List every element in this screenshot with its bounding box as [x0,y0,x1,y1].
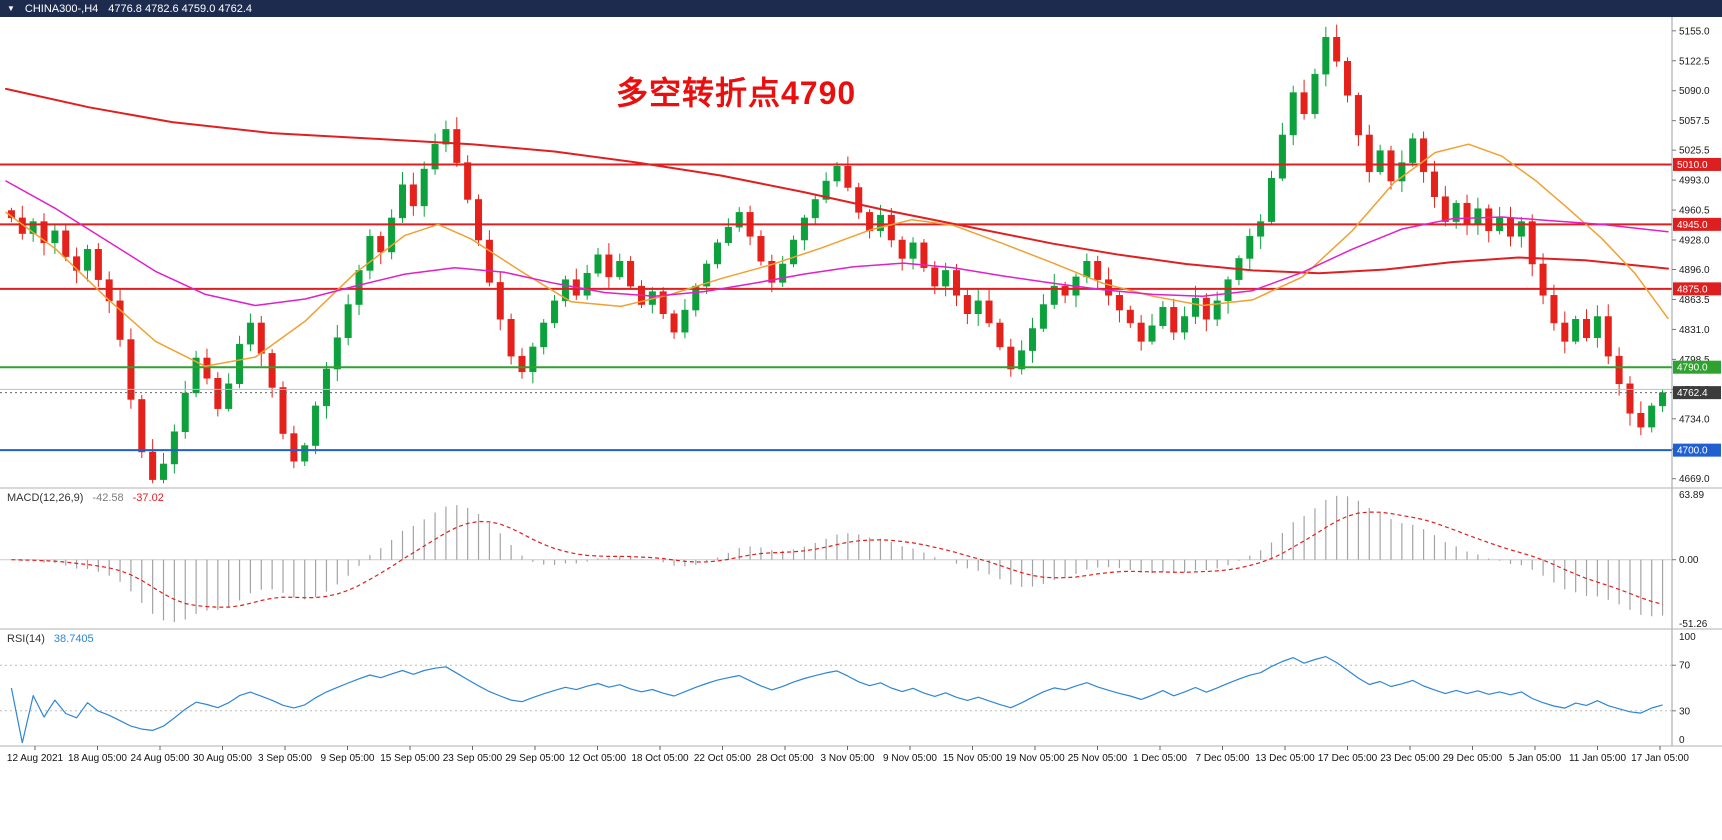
svg-text:18 Aug 05:00: 18 Aug 05:00 [68,753,127,764]
svg-text:29 Dec 05:00: 29 Dec 05:00 [1443,753,1503,764]
svg-text:5057.5: 5057.5 [1679,116,1710,127]
svg-text:4928.0: 4928.0 [1679,236,1710,247]
rsi-indicator-label: RSI(14) 38.7405 [7,633,94,645]
svg-text:0.00: 0.00 [1679,555,1699,566]
svg-text:4896.0: 4896.0 [1679,265,1710,276]
svg-text:23 Sep 05:00: 23 Sep 05:00 [443,753,503,764]
macd-name: MACD(12,26,9) [7,492,84,504]
svg-text:7 Dec 05:00: 7 Dec 05:00 [1196,753,1250,764]
svg-text:4762.4: 4762.4 [1677,388,1708,399]
svg-text:17 Dec 05:00: 17 Dec 05:00 [1318,753,1378,764]
svg-text:4993.0: 4993.0 [1679,176,1710,187]
svg-text:4798.5: 4798.5 [1679,355,1710,366]
svg-text:1 Dec 05:00: 1 Dec 05:00 [1133,753,1187,764]
svg-text:11 Jan 05:00: 11 Jan 05:00 [1569,753,1627,764]
svg-text:25 Nov 05:00: 25 Nov 05:00 [1068,753,1128,764]
rsi-value: 38.7405 [53,633,94,645]
svg-text:4960.5: 4960.5 [1679,206,1710,217]
svg-text:3 Sep 05:00: 3 Sep 05:00 [258,753,312,764]
symbol-ohlc-values: 4776.8 4782.6 4759.0 4762.4 [108,2,253,15]
rsi-name: RSI(14) [7,633,45,645]
svg-text:5155.0: 5155.0 [1679,26,1710,37]
svg-text:24 Aug 05:00: 24 Aug 05:00 [131,753,190,764]
svg-text:4700.0: 4700.0 [1677,446,1708,457]
svg-text:17 Jan 05:00: 17 Jan 05:00 [1631,753,1689,764]
svg-text:63.89: 63.89 [1679,490,1704,501]
svg-text:4734.0: 4734.0 [1679,414,1710,425]
svg-text:4669.0: 4669.0 [1679,474,1710,485]
svg-text:28 Oct 05:00: 28 Oct 05:00 [756,753,814,764]
svg-text:9 Sep 05:00: 9 Sep 05:00 [321,753,375,764]
svg-text:4831.0: 4831.0 [1679,325,1710,336]
svg-text:100: 100 [1679,632,1696,643]
symbol-title: CHINA300-,H4 [24,2,99,15]
svg-text:5122.5: 5122.5 [1679,56,1710,67]
symbol-bar: ▼ CHINA300-,H4 4776.8 4782.6 4759.0 4762… [0,0,1722,17]
svg-text:12 Oct 05:00: 12 Oct 05:00 [569,753,627,764]
svg-text:13 Dec 05:00: 13 Dec 05:00 [1255,753,1315,764]
svg-text:15 Sep 05:00: 15 Sep 05:00 [380,753,440,764]
symbol-dropdown-icon[interactable]: ▼ [7,3,15,13]
svg-text:3 Nov 05:00: 3 Nov 05:00 [821,753,875,764]
svg-text:29 Sep 05:00: 29 Sep 05:00 [505,753,565,764]
svg-text:30: 30 [1679,706,1691,717]
macd-signal-value: -37.02 [132,492,164,504]
macd-main-value: -42.58 [92,492,124,504]
svg-text:5090.0: 5090.0 [1679,86,1710,97]
svg-text:19 Nov 05:00: 19 Nov 05:00 [1005,753,1065,764]
svg-text:9 Nov 05:00: 9 Nov 05:00 [883,753,937,764]
svg-text:5010.0: 5010.0 [1677,160,1708,171]
svg-text:70: 70 [1679,661,1691,672]
svg-text:4790.0: 4790.0 [1677,363,1708,374]
chart-annotation-text: 多空转折点4790 [616,75,857,111]
svg-text:5025.5: 5025.5 [1679,146,1710,157]
svg-text:12 Aug 2021: 12 Aug 2021 [7,753,64,764]
svg-text:4863.5: 4863.5 [1679,295,1710,306]
svg-text:23 Dec 05:00: 23 Dec 05:00 [1380,753,1440,764]
svg-text:-51.26: -51.26 [1679,619,1708,630]
macd-indicator-label: MACD(12,26,9) -42.58 -37.02 [7,492,164,504]
svg-text:5 Jan 05:00: 5 Jan 05:00 [1509,753,1562,764]
svg-text:22 Oct 05:00: 22 Oct 05:00 [694,753,752,764]
svg-text:15 Nov 05:00: 15 Nov 05:00 [943,753,1003,764]
svg-text:18 Oct 05:00: 18 Oct 05:00 [631,753,689,764]
svg-text:30 Aug 05:00: 30 Aug 05:00 [193,753,252,764]
svg-text:4945.0: 4945.0 [1677,220,1708,231]
svg-text:4875.0: 4875.0 [1677,284,1708,295]
svg-text:0: 0 [1679,735,1685,746]
